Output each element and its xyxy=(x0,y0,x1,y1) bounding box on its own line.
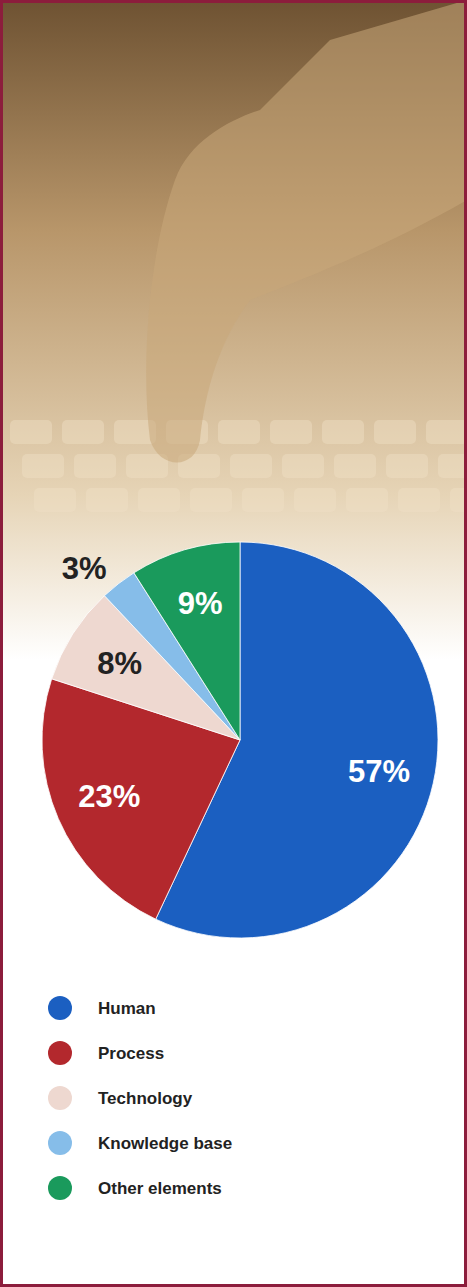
keyboard-decoration xyxy=(10,420,467,512)
key xyxy=(86,488,128,512)
legend: Human Process Technology Knowledge base Othe… xyxy=(48,996,232,1200)
key xyxy=(22,454,64,478)
key xyxy=(438,454,467,478)
key xyxy=(74,454,116,478)
key xyxy=(126,454,168,478)
key xyxy=(398,488,440,512)
key xyxy=(346,488,388,512)
key xyxy=(190,488,232,512)
key xyxy=(374,420,416,444)
hand-decoration xyxy=(146,0,467,463)
key xyxy=(10,420,52,444)
data-label: 8% xyxy=(97,646,142,681)
key xyxy=(386,454,428,478)
data-label: 3% xyxy=(62,551,107,586)
legend-swatch xyxy=(48,1041,72,1065)
frame xyxy=(2,2,466,1286)
legend-label: Human xyxy=(98,999,156,1018)
legend-label: Other elements xyxy=(98,1179,222,1198)
key xyxy=(282,454,324,478)
key xyxy=(230,454,272,478)
legend-swatch xyxy=(48,1131,72,1155)
key xyxy=(62,420,104,444)
key xyxy=(34,488,76,512)
key xyxy=(242,488,284,512)
legend-label: Process xyxy=(98,1044,164,1063)
pie xyxy=(42,542,438,938)
data-label: 9% xyxy=(178,586,223,621)
data-label: 23% xyxy=(78,779,140,814)
key xyxy=(322,420,364,444)
data-labels: 57% 23% 8% 3% 9% xyxy=(62,551,410,815)
pie-slice xyxy=(134,542,240,740)
legend-swatch xyxy=(48,996,72,1020)
key xyxy=(270,420,312,444)
legend-swatch xyxy=(48,1086,72,1110)
key xyxy=(218,420,260,444)
legend-label: Knowledge base xyxy=(98,1134,232,1153)
key xyxy=(426,420,467,444)
legend-label: Technology xyxy=(98,1089,193,1108)
legend-swatch xyxy=(48,1176,72,1200)
data-label: 57% xyxy=(348,754,410,789)
key xyxy=(294,488,336,512)
key xyxy=(138,488,180,512)
chart: 57% 23% 8% 3% 9% Human Process Technology Knowle… xyxy=(0,0,467,1287)
key xyxy=(334,454,376,478)
